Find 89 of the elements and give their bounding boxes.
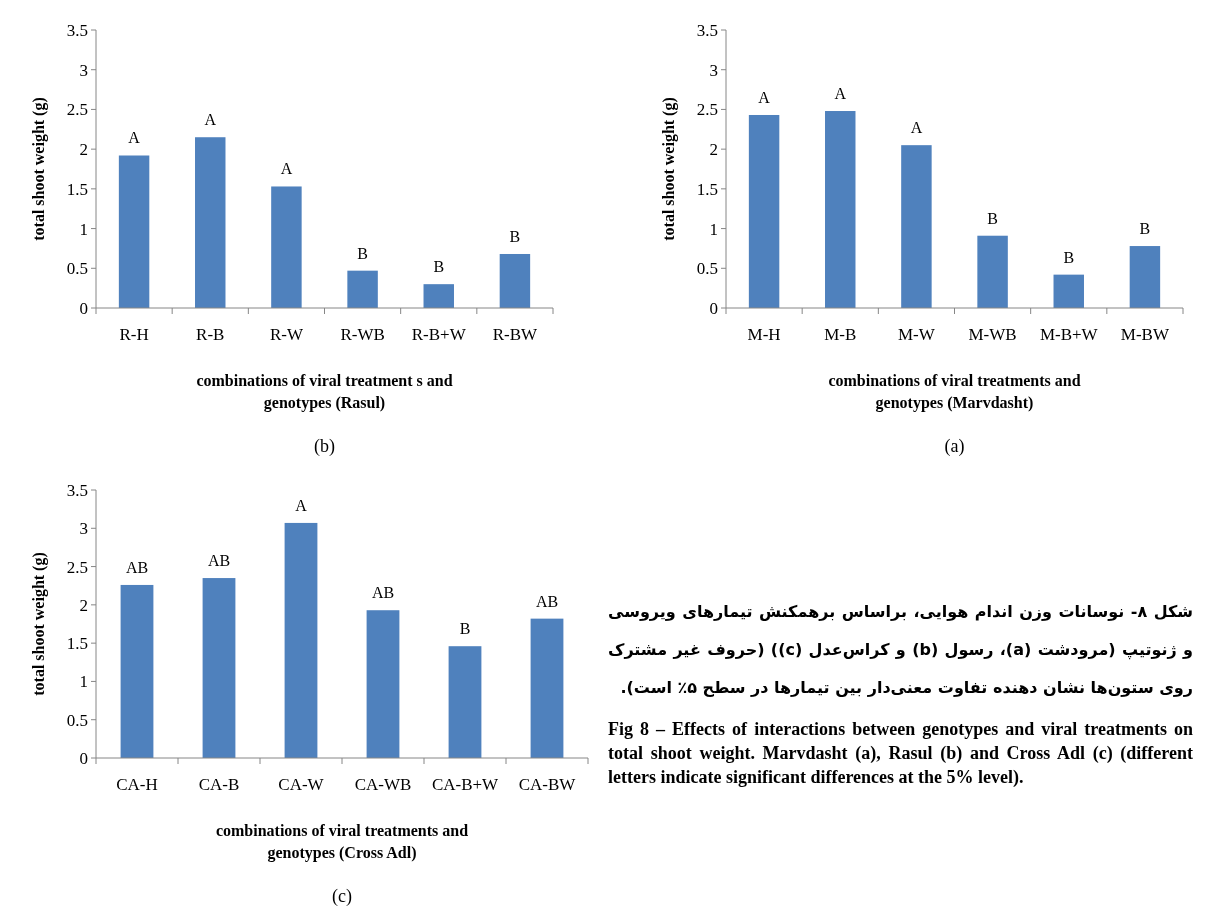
annotation: A (204, 111, 217, 129)
text: (b) (314, 436, 335, 457)
x-tick-label: R-WB (340, 325, 385, 344)
x-tick-label: R-BW (492, 325, 539, 344)
x-tick-label: R-W (269, 325, 304, 344)
y-tick-label: 3 (79, 60, 88, 80)
annotation: AB (371, 584, 395, 602)
y-tick-label: 3.5 (696, 20, 718, 40)
annotation: B (1063, 248, 1075, 266)
x-tick-label: M-B+W (1039, 325, 1099, 344)
annotation: A (280, 160, 293, 178)
y-tick-label: 1 (709, 219, 718, 239)
y-tick-label: 3 (709, 60, 718, 80)
x-tick-label: CA-B (198, 775, 240, 794)
y-tick-label: 2.5 (66, 557, 88, 577)
y-axis-title: total shoot weight (g) (30, 97, 48, 241)
bar (530, 618, 564, 758)
y-tick-label: 1.5 (696, 179, 718, 199)
x-tick-label: CA-H (116, 775, 158, 794)
bar (448, 646, 482, 758)
bar (901, 145, 932, 308)
annotation: A (295, 496, 308, 514)
y-tick-label: 2 (79, 595, 88, 615)
x-tick-label: CA-BW (518, 775, 577, 794)
bar (499, 253, 531, 308)
annotation: A (128, 129, 141, 147)
bar (202, 578, 236, 758)
caption: Fig 8 – Effects of interactions between genotypes and viral treatments on total shoot weight. Marvdasht (a), Rasul (b) and Cross Adl (c) (different letters indicate significant differences at the 5% level). (608, 718, 1193, 789)
annotation: B (509, 227, 521, 245)
bar (195, 137, 226, 308)
y-tick-label: 2 (79, 140, 88, 160)
annotation: A (910, 119, 923, 137)
bar (423, 284, 454, 308)
y-axis-title: total shoot weight (g) (660, 97, 678, 241)
y-tick-label: 3.5 (66, 480, 88, 500)
x-tick-label: M-H (747, 325, 781, 344)
y-tick-label: 0.5 (66, 259, 88, 279)
y-tick-label: 0 (79, 298, 88, 318)
bar (825, 111, 856, 308)
y-axis-title: total shoot weight (g) (30, 552, 48, 696)
y-tick-label: 1.5 (66, 179, 88, 199)
y-tick-label: 1.5 (66, 634, 88, 654)
bar (748, 114, 780, 308)
annotation: AB (535, 592, 559, 610)
x-tick-label: CA-W (278, 775, 325, 794)
annotation: B (1139, 220, 1151, 238)
bar (118, 155, 150, 308)
y-tick-label: 1 (79, 672, 88, 692)
y-tick-label: 0.5 (66, 710, 88, 730)
x-tick-label: M-B (824, 325, 857, 344)
x-axis-title: combinations of viral treatments and genotypes (Marvdasht) (828, 372, 1081, 412)
bar (1053, 274, 1084, 308)
bar (271, 186, 302, 308)
y-tick-label: 0.5 (696, 259, 718, 279)
bar (120, 584, 154, 758)
bar (977, 235, 1008, 308)
text: شکل ۸- نوسانات وزن اندام هوایی، براساس برهمکنش تیمارهای ویروسی و ژنوتیپ (مرودشت (a)، رسول (b) و کراس‌عدل (c)) (حروف غیر مشترک روی ستون‌ها نشان دهنده تفاوت معنی‌دار بین تیمارها در سطح ۵٪ است). (608, 601, 1193, 699)
bar (366, 610, 400, 758)
y-tick-label: 0 (79, 748, 88, 768)
text: (a) (944, 436, 965, 457)
x-tick-label: CA-WB (354, 775, 412, 794)
text: (c) (332, 886, 352, 907)
bar (347, 270, 378, 308)
bar (1129, 246, 1161, 308)
bar (284, 522, 318, 758)
y-tick-label: 3.5 (66, 20, 88, 40)
annotation: B (459, 620, 471, 638)
annotation: AB (125, 558, 149, 576)
annotation: AB (207, 552, 231, 570)
annotation: B (357, 244, 368, 262)
y-tick-label: 1 (79, 219, 88, 239)
x-tick-label: R-B (196, 325, 225, 344)
x-axis-title: combinations of viral treatments and genotypes (Cross Adl) (215, 822, 469, 862)
y-tick-label: 2.5 (66, 100, 88, 120)
annotation: B (433, 258, 445, 276)
annotation: A (758, 88, 771, 106)
annotation: A (834, 85, 847, 103)
x-tick-label: M-BW (1120, 325, 1170, 344)
y-tick-label: 3 (79, 519, 88, 539)
annotation: B (987, 209, 998, 227)
y-tick-label: 2 (709, 140, 718, 160)
x-tick-label: M-WB (968, 325, 1017, 344)
x-axis-title: combinations of viral treatment s and genotypes (Rasul) (196, 372, 453, 412)
y-tick-label: 2.5 (696, 100, 718, 120)
x-tick-label: R-H (119, 325, 149, 344)
y-tick-label: 0 (709, 298, 718, 318)
x-tick-label: M-W (898, 325, 936, 344)
x-tick-label: CA-B+W (431, 775, 500, 794)
x-tick-label: R-B+W (411, 325, 467, 344)
